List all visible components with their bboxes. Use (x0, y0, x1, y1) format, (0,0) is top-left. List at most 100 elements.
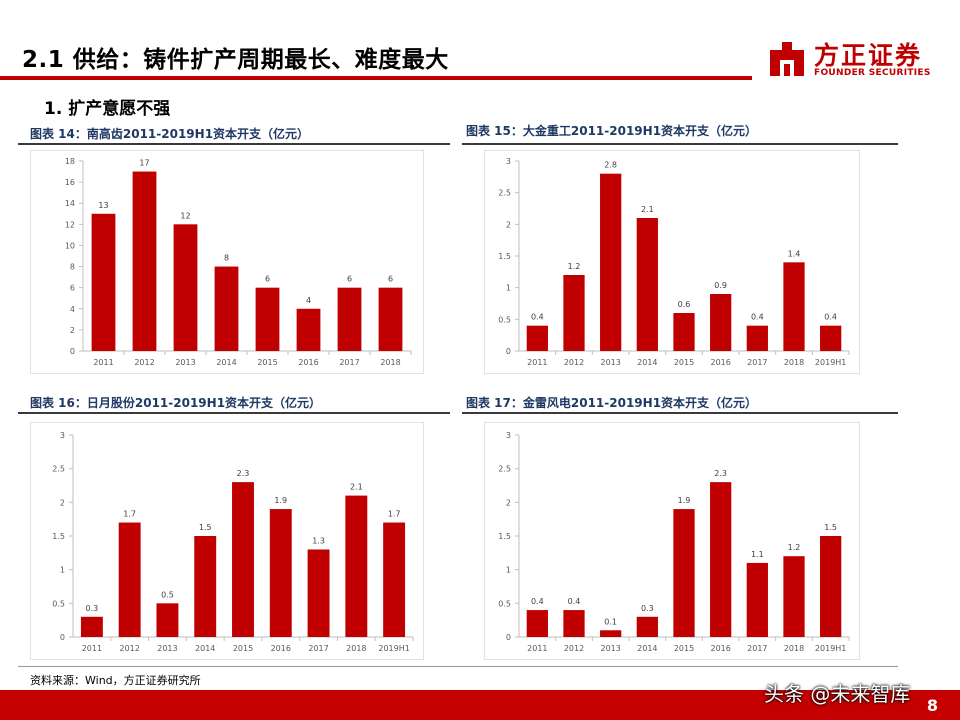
bar (710, 482, 732, 637)
chart-17-panel: 0 0.5 1 1.5 2 2.5 3 0.4 2011 0.4 2012 0.1 2013 0.3 201… (484, 422, 860, 660)
chart-14-plot: 0 2 4 6 8 10 12 14 16 18 13 2011 17 2012 12 2013 8 2014 6 2… (65, 157, 412, 367)
title-underline (0, 76, 752, 80)
bar (91, 213, 116, 351)
data-label: 1.7 (123, 510, 136, 519)
data-label: 1.2 (788, 543, 801, 552)
y-tick-label: 2 (506, 220, 511, 229)
bar (673, 313, 695, 351)
x-tick-label: 2014 (216, 358, 236, 367)
data-label: 1.9 (274, 496, 287, 505)
bar (378, 287, 403, 351)
bar (156, 603, 179, 637)
y-tick-label: 3 (506, 157, 511, 166)
data-label: 0.1 (604, 617, 617, 626)
bar (194, 536, 217, 637)
x-tick-label: 2014 (637, 644, 657, 653)
x-tick-label: 2018 (380, 358, 400, 367)
x-tick-label: 2017 (747, 358, 767, 367)
data-label: 1.4 (788, 249, 801, 258)
x-tick-label: 2011 (527, 644, 547, 653)
chart-17-plot: 0 0.5 1 1.5 2 2.5 3 0.4 2011 0.4 2012 0.1 2013 0.3 201… (498, 431, 850, 653)
bar (746, 325, 768, 351)
chart-16-caption: 图表 16：日月股份2011-2019H1资本开支（亿元） (30, 396, 322, 410)
x-tick-label: 2015 (674, 358, 694, 367)
bar (563, 275, 585, 351)
footer-divider (18, 666, 898, 667)
y-tick-label: 2.5 (498, 189, 511, 198)
footer-bar-gradient (560, 690, 960, 720)
x-tick-label: 2016 (710, 644, 730, 653)
x-tick-label: 2012 (564, 644, 584, 653)
x-tick-label: 2011 (82, 644, 102, 653)
x-tick-label: 2012 (119, 644, 139, 653)
x-tick-label: 2014 (637, 358, 657, 367)
y-tick-label: 2 (70, 326, 75, 335)
x-tick-label: 2013 (157, 644, 177, 653)
chart-16-panel: 0 0.5 1 1.5 2 2.5 3 0.3 2011 1.7 2012 0.5 2013 1.5 201… (30, 422, 424, 660)
x-tick-label: 2017 (308, 644, 328, 653)
x-tick-label: 2019H1 (815, 358, 846, 367)
x-tick-label: 2016 (710, 358, 730, 367)
y-tick-label: 16 (65, 178, 75, 187)
data-label: 0.4 (531, 597, 544, 606)
company-logo: 方正证券 FOUNDER SECURITIES (766, 36, 946, 84)
x-tick-label: 2019H1 (378, 644, 409, 653)
x-tick-label: 2013 (175, 358, 195, 367)
x-tick-label: 2014 (195, 644, 215, 653)
bar (636, 218, 658, 351)
y-tick-label: 2 (506, 498, 511, 507)
chart-15-divider (462, 143, 898, 145)
y-tick-label: 0.5 (498, 599, 511, 608)
y-tick-label: 0 (60, 633, 65, 642)
data-label: 0.6 (678, 300, 691, 309)
section-subtitle: 1. 扩产意愿不强 (44, 99, 171, 119)
chart-14-panel: 0 2 4 6 8 10 12 14 16 18 13 2011 17 2012 12 2013 8 2014 6 2… (30, 150, 424, 374)
y-tick-label: 1 (506, 284, 511, 293)
y-tick-label: 18 (65, 157, 75, 166)
x-tick-label: 2018 (784, 358, 804, 367)
page-number: 8 (926, 696, 938, 715)
data-label: 12 (180, 211, 190, 220)
y-tick-label: 0.5 (498, 315, 511, 324)
x-tick-label: 2019H1 (815, 644, 846, 653)
y-tick-label: 6 (70, 284, 75, 293)
y-tick-label: 10 (65, 241, 75, 250)
data-label: 0.4 (568, 597, 581, 606)
data-label: 0.3 (641, 604, 654, 613)
y-tick-label: 2 (60, 498, 65, 507)
x-tick-label: 2011 (93, 358, 113, 367)
chart-17-divider (462, 412, 898, 414)
bar (296, 308, 321, 351)
bar (232, 482, 254, 637)
y-tick-label: 14 (65, 199, 75, 208)
y-tick-label: 1.5 (52, 532, 65, 541)
chart-14-divider (18, 143, 450, 145)
y-tick-label: 2.5 (498, 465, 511, 474)
x-tick-label: 2017 (747, 644, 767, 653)
x-tick-label: 2016 (298, 358, 318, 367)
data-label: 6 (388, 275, 393, 284)
data-label: 0.4 (531, 313, 544, 322)
chart-15-caption: 图表 15：大金重工2011-2019H1资本开支（亿元） (466, 124, 758, 138)
y-tick-label: 3 (506, 431, 511, 440)
bar (820, 536, 842, 637)
founder-logo-icon (770, 42, 804, 76)
y-tick-label: 0 (506, 347, 511, 356)
chart-15-plot: 0 0.5 1 1.5 2 2.5 3 0.4 2011 1.2 2012 2.8 2013 2.1 201… (498, 157, 850, 367)
data-label: 1.7 (388, 510, 401, 519)
y-tick-label: 0 (506, 633, 511, 642)
bar (269, 509, 292, 637)
bar (526, 325, 548, 351)
x-tick-label: 2011 (527, 358, 547, 367)
chart-16-plot: 0 0.5 1 1.5 2 2.5 3 0.3 2011 1.7 2012 0.5 2013 1.5 201… (52, 431, 414, 653)
data-label: 2.1 (350, 483, 363, 492)
data-label: 2.1 (641, 205, 654, 214)
bar (345, 495, 368, 637)
x-tick-label: 2015 (257, 358, 277, 367)
y-tick-label: 0 (70, 347, 75, 356)
bar (132, 171, 157, 351)
y-tick-label: 1.5 (498, 252, 511, 261)
data-label: 4 (306, 296, 311, 305)
data-label: 6 (265, 275, 270, 284)
logo-english-name: FOUNDER SECURITIES (814, 68, 931, 78)
